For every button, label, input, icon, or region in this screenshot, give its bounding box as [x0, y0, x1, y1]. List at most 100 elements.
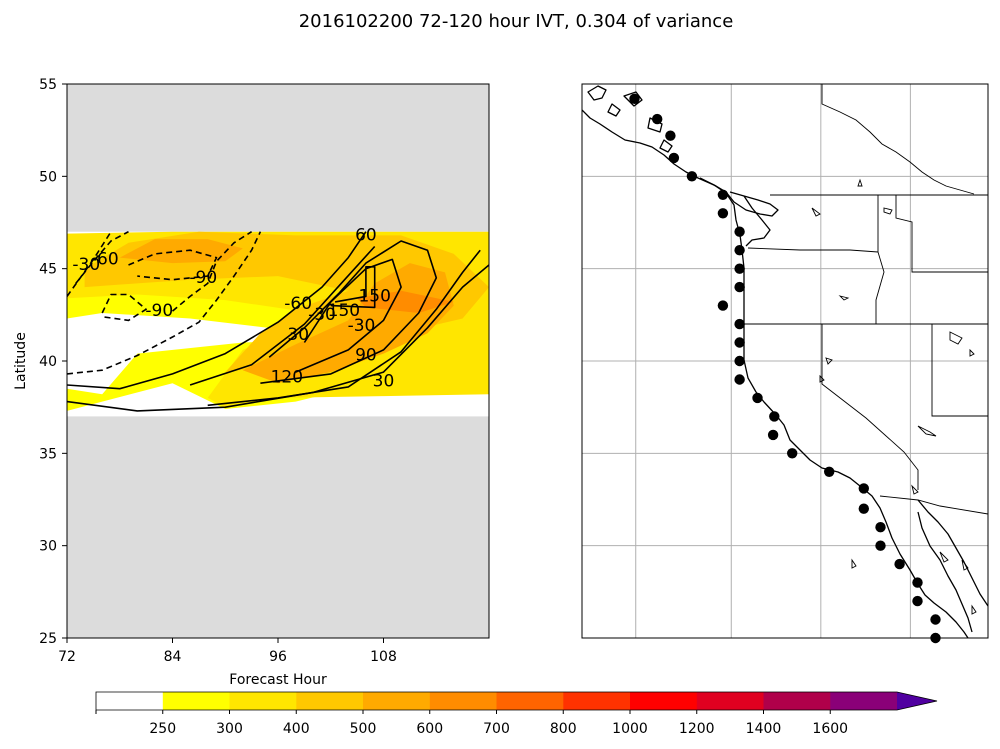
y-tick-label: 45 — [39, 262, 57, 278]
colorbar-bin — [429, 692, 498, 710]
colorbar-tick-label: 250 — [149, 721, 176, 737]
station-map-panel — [581, 83, 989, 644]
colorbar-outline — [95, 691, 938, 711]
colorbar: 250 300 400 500 600 700 800 1000 1200 1400 1600 — [95, 691, 938, 737]
colorbar-bin — [96, 692, 164, 710]
colorbar-tick-label: 500 — [350, 721, 377, 737]
ivt-region-600 — [357, 290, 454, 313]
gulf-of-california — [917, 499, 988, 607]
ivt-region-400 — [84, 231, 489, 373]
contour-line-90 — [260, 240, 438, 384]
contour-label: 150 — [328, 301, 360, 321]
station-marker — [734, 318, 745, 330]
bc-border — [821, 84, 975, 195]
station-marker — [824, 466, 835, 477]
contour-line-30 — [67, 264, 489, 412]
colorbar-bin — [763, 692, 831, 710]
station-marker — [652, 113, 663, 125]
nevada-east-border — [931, 324, 988, 417]
contour-label: -60 — [91, 249, 119, 269]
colorbar-bin — [830, 692, 898, 710]
colorbar-tick-label: 1400 — [746, 721, 782, 737]
lakes — [811, 178, 977, 615]
contour-line-150 — [330, 266, 376, 309]
station-marker — [734, 226, 745, 237]
colorbar-bin — [296, 692, 364, 710]
contour-line-60 — [207, 249, 481, 407]
station-marker — [787, 448, 798, 459]
map-frame — [581, 83, 989, 639]
station-marker — [717, 189, 729, 200]
idaho-border — [875, 195, 885, 324]
station-marker — [858, 503, 869, 514]
station-marker — [875, 522, 886, 533]
california-nevada-border — [821, 324, 919, 490]
contour-label: 90 — [355, 346, 377, 366]
contour-label: 60 — [355, 225, 377, 245]
colorbar-bin — [563, 692, 631, 710]
station-marker — [734, 355, 745, 367]
station-marker — [752, 392, 763, 404]
islands-north — [587, 85, 673, 153]
mexico-border — [879, 495, 988, 515]
colorbar-tick-label: 1600 — [812, 721, 848, 737]
contour-line-60 — [189, 245, 376, 386]
colorbar-tick-label: 1000 — [612, 721, 648, 737]
colorbar-tick-label: 700 — [483, 721, 510, 737]
station-marker — [686, 171, 698, 182]
map-gridlines — [582, 84, 988, 638]
washington-oregon-border — [747, 247, 879, 253]
contour-line-neg30 — [67, 231, 262, 375]
x-tick-label: 72 — [58, 649, 76, 665]
x-tick-label: 108 — [370, 649, 397, 665]
inland-coast — [743, 195, 771, 247]
x-axis-label: Forecast Hour — [229, 672, 327, 688]
contour-label: 150 — [358, 286, 390, 306]
ivt-contour-layer — [67, 230, 489, 412]
contour-label: 30 — [373, 371, 395, 391]
station-marker — [717, 300, 729, 311]
station-marker — [734, 263, 745, 274]
contour-line-neg60 — [75, 230, 129, 284]
contour-line-neg30 — [67, 231, 112, 297]
contour-label: -60 — [284, 294, 312, 314]
colorbar-tick-label: 800 — [550, 721, 577, 737]
colorbar-extend-arrow — [897, 692, 937, 710]
y-tick-label: 35 — [39, 446, 57, 462]
station-marker — [912, 577, 923, 588]
station-marker — [629, 93, 640, 105]
contour-line-30 — [67, 231, 367, 390]
colorbar-bin — [363, 692, 431, 710]
contour-label: -90 — [145, 301, 173, 321]
colorbar-tick-label: 400 — [283, 721, 310, 737]
station-marker — [875, 540, 886, 551]
contour-label: -30 — [348, 316, 376, 336]
x-tick-label: 84 — [164, 649, 182, 665]
y-tick-label: 25 — [39, 631, 57, 647]
contour-label: 120 — [271, 368, 303, 388]
x-tick-label: 96 — [269, 649, 287, 665]
colorbar-bin — [229, 692, 297, 710]
colorbar-bin — [630, 692, 698, 710]
station-marker — [769, 411, 780, 422]
contour-line-120 — [295, 258, 402, 373]
station-marker — [734, 337, 745, 348]
contour-label: -90 — [189, 268, 217, 288]
station-marker — [930, 614, 941, 625]
colorbar-bin — [696, 692, 765, 710]
wyoming-border — [895, 195, 988, 273]
x-axis-ticks: 72 84 96 108 — [58, 638, 397, 665]
colorbar-bin — [496, 692, 564, 710]
y-axis-label: Latitude — [13, 332, 29, 390]
station-marker — [734, 245, 745, 256]
contour-label: -30 — [308, 305, 336, 325]
contour-line-neg90 — [128, 249, 218, 281]
figure-title: 2016102200 72-120 hour IVT, 0.304 of var… — [299, 11, 734, 32]
y-tick-label: 50 — [39, 169, 57, 185]
station-marker — [668, 152, 680, 164]
station-marker — [734, 374, 745, 385]
contour-label: -30 — [72, 255, 100, 275]
station-marker — [894, 558, 905, 570]
